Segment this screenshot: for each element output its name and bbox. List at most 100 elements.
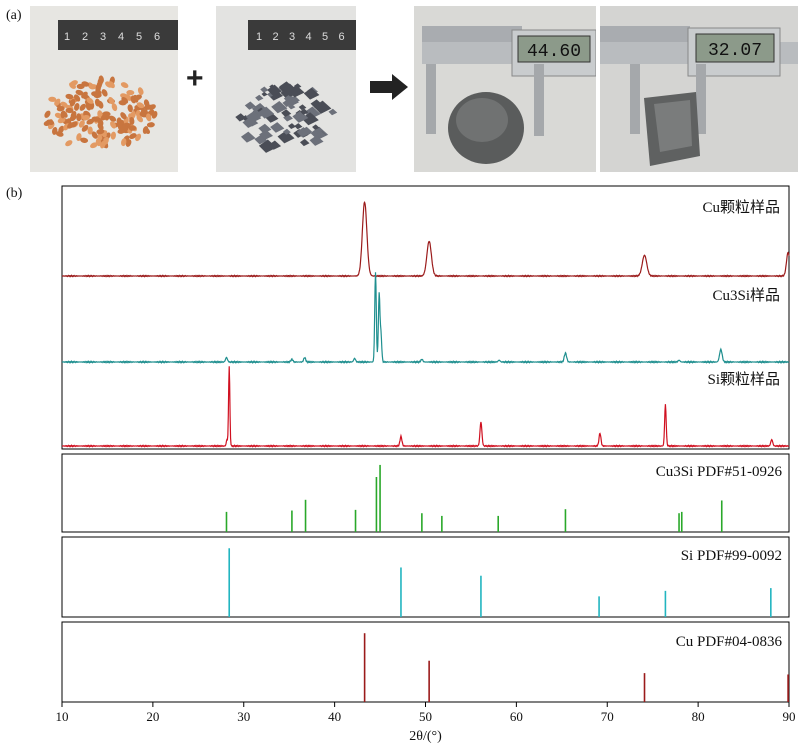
pattern-label-si: Si颗粒样品 [707, 371, 780, 388]
panel-a-label: (a) [6, 8, 22, 23]
x-tick-label: 90 [783, 709, 796, 724]
reference-label-ref_si: Si PDF#99-0092 [681, 548, 782, 564]
copper-granule [81, 124, 89, 132]
silicon-chunk [261, 91, 268, 97]
copper-granule [110, 131, 116, 140]
copper-granule [111, 103, 118, 112]
copper-granule [97, 110, 103, 119]
copper-granule [117, 122, 123, 131]
copper-granule [78, 120, 85, 128]
copper-granule [69, 114, 77, 122]
silicon-chunk [309, 135, 324, 146]
copper-granule [101, 89, 108, 97]
copper-granule [90, 142, 98, 149]
silicon-chunk [258, 139, 277, 153]
silicon-chunk [296, 127, 311, 138]
copper-granule [91, 116, 100, 122]
silicon-chunk [235, 113, 247, 122]
ruler-digit: 2 [273, 31, 279, 43]
copper-granule [95, 83, 101, 92]
ruler-digit: 6 [154, 31, 160, 43]
silicon-chunk [242, 117, 257, 128]
copper-granule [86, 97, 94, 104]
ruler-digit: 2 [82, 31, 88, 43]
silicon-chunk [258, 106, 275, 119]
copper-granule [143, 127, 151, 134]
silicon-chunk [260, 86, 269, 93]
silicon-chunk [267, 84, 282, 96]
silicon-chunk [269, 116, 277, 122]
silicon-chunk [281, 109, 292, 117]
caliper-image-2: 32.07 [600, 26, 798, 166]
copper-granule [96, 129, 105, 135]
copper-granule [139, 111, 148, 118]
copper-granule [69, 98, 76, 107]
silicon-chunk [328, 108, 338, 116]
silicon-chunk [287, 123, 296, 130]
copper-granule [54, 98, 61, 106]
caliper-photo-1: 44.60 [414, 6, 596, 172]
x-tick-label: 80 [692, 709, 705, 724]
silicon-chunk [240, 131, 256, 143]
copper-granule [56, 106, 65, 112]
x-tick-label: 50 [419, 709, 432, 724]
copper-granule [126, 90, 135, 96]
copper-granule [134, 94, 142, 101]
silicon-chunk [267, 92, 275, 98]
copper-granule [65, 107, 74, 114]
ruler-digit: 3 [100, 31, 106, 43]
copper-granule [121, 96, 129, 104]
copper-granule [108, 115, 117, 122]
copper-granule [80, 137, 89, 143]
silicon-chunk [283, 128, 291, 135]
x-tick-label: 30 [237, 709, 250, 724]
copper-granule [75, 89, 84, 96]
silicon-chunk [303, 87, 320, 100]
caliper-image-1: 44.60 [422, 26, 596, 164]
caliper-photo-2: 32.07 [600, 6, 798, 172]
copper-granule [81, 115, 90, 121]
ruler-digit: 3 [289, 31, 295, 43]
ruler-digit: 4 [118, 31, 124, 43]
pattern-line-cu3si [62, 272, 790, 365]
copper-granule [76, 133, 82, 142]
silicon-chunk [254, 134, 268, 145]
silicon-chunk [270, 122, 285, 133]
silicon-chunk [292, 110, 309, 123]
x-axis-label: 2θ/(°) [409, 729, 442, 744]
copper-granule [87, 126, 93, 135]
silicon-chunk [283, 95, 294, 103]
copper-granule [125, 139, 132, 147]
reference-label-ref_cu: Cu PDF#04-0836 [676, 634, 783, 650]
silicon-chunk [313, 100, 332, 114]
copper-granule [135, 133, 142, 142]
silicon-chunk [245, 111, 262, 123]
copper-granule [120, 112, 127, 120]
x-tick-label: 60 [510, 709, 523, 724]
silicon-chunk [288, 103, 296, 110]
x-tick-label: 20 [146, 709, 159, 724]
copper-granule [48, 96, 57, 102]
silicon-chunk [301, 112, 319, 126]
svg-text:44.60: 44.60 [527, 42, 581, 62]
copper-granule [95, 138, 102, 147]
copper-granule [85, 102, 92, 111]
plus-operator: + [186, 62, 204, 95]
copper-granule [46, 119, 55, 126]
copper-granule [91, 131, 98, 139]
reference-frame-ref_si [61, 536, 790, 618]
copper-granule [89, 84, 98, 90]
silicon-chunk [271, 101, 288, 114]
pattern-line-cu [61, 201, 790, 278]
silicon-chunk [294, 123, 303, 130]
silicon-chunk [312, 124, 320, 130]
silicon-chunk [268, 140, 282, 150]
copper-granule [74, 103, 80, 111]
copper-granule [97, 100, 104, 109]
copper-granule [65, 93, 74, 100]
